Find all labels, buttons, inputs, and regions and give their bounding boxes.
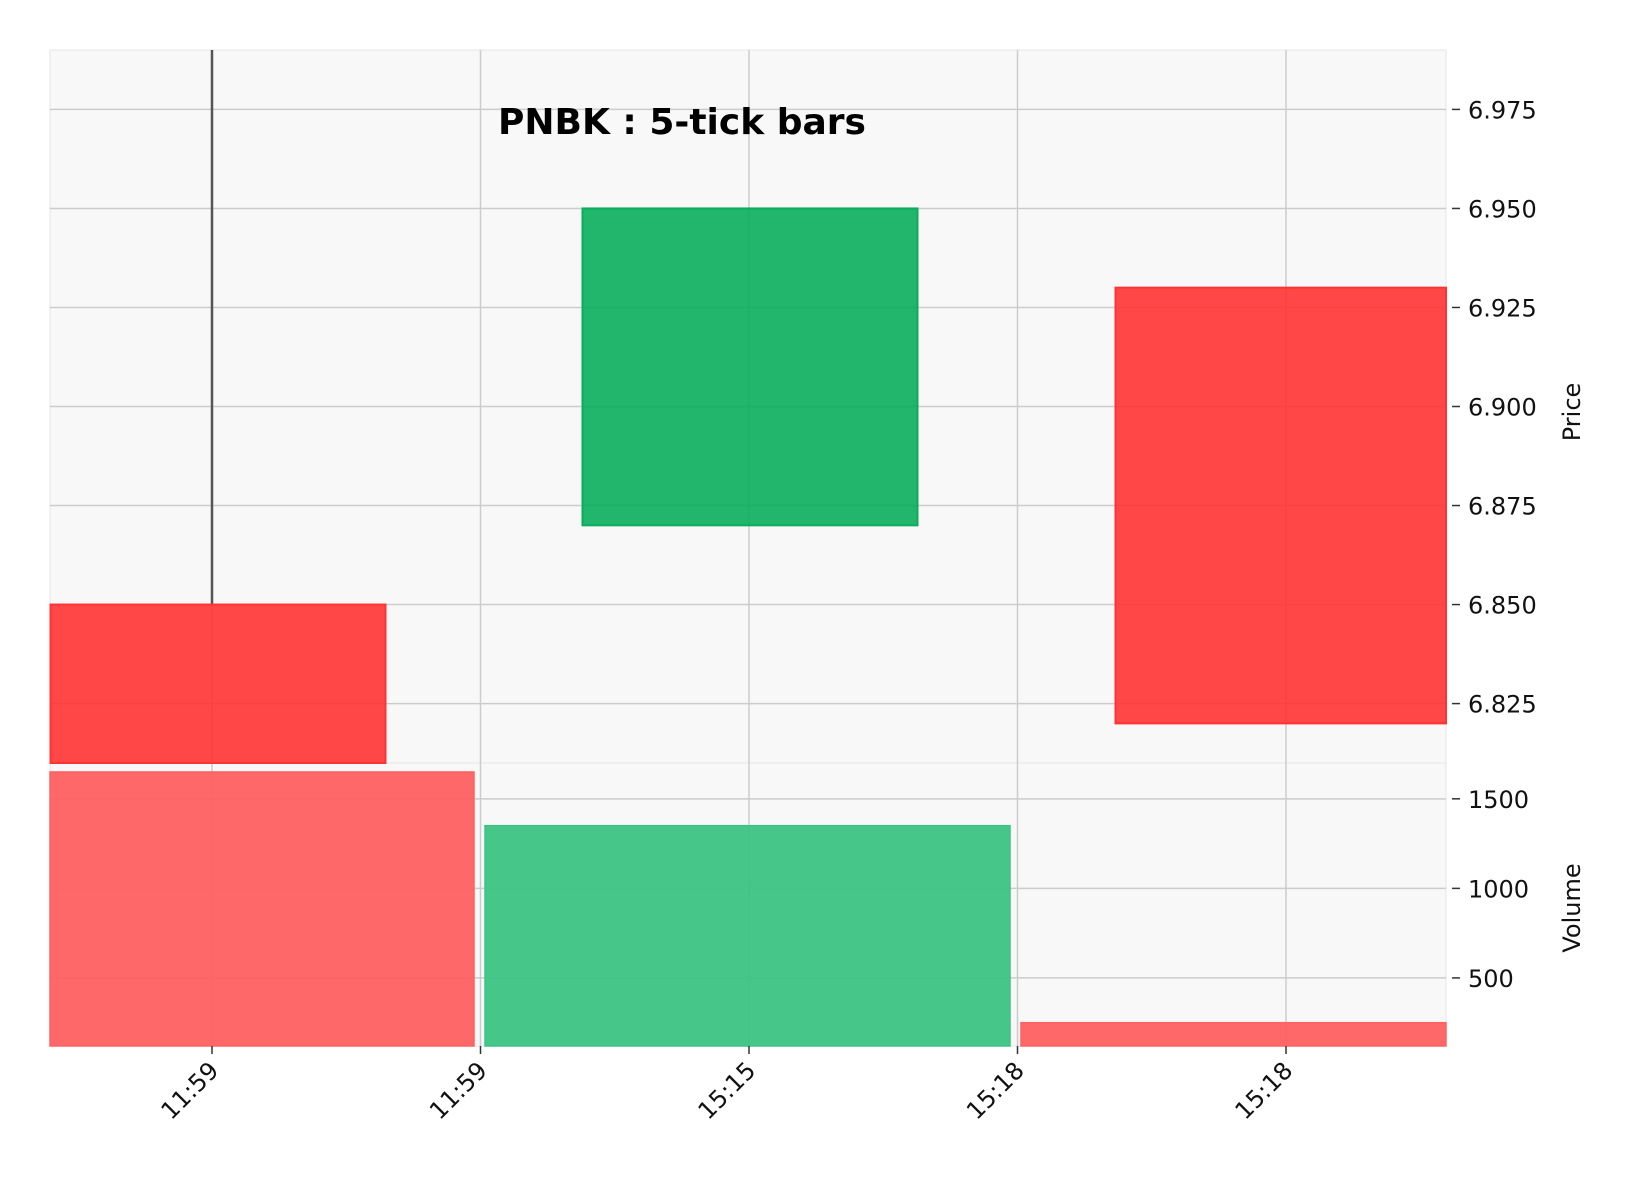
x-tick-label: 15:18 xyxy=(1230,1056,1299,1125)
volume-bar xyxy=(1020,1021,1447,1047)
price-axis-title: Price xyxy=(1558,383,1586,442)
candle-down xyxy=(49,603,387,764)
price-tick-label: 6.875 xyxy=(1468,493,1537,521)
price-tick-label: 6.900 xyxy=(1468,394,1537,422)
x-tick-label: 11:59 xyxy=(156,1056,225,1125)
price-tick-label: 6.925 xyxy=(1468,294,1537,322)
x-tick-label: 15:18 xyxy=(961,1056,1030,1125)
volume-tick-label: 500 xyxy=(1468,965,1514,993)
x-tick-label: 11:59 xyxy=(424,1056,493,1125)
price-tick-label: 6.950 xyxy=(1468,195,1537,223)
price-tick-label: 6.825 xyxy=(1468,691,1537,719)
price-tick-label: 6.850 xyxy=(1468,592,1537,620)
volume-axis-title: Volume xyxy=(1558,863,1586,952)
volume-bar xyxy=(49,771,475,1047)
volume-bar xyxy=(484,824,1011,1047)
x-tick-label: 15:15 xyxy=(693,1056,762,1125)
chart-title: PNBK : 5-tick bars xyxy=(498,102,866,143)
price-tick-label: 6.975 xyxy=(1468,96,1537,124)
candle-down xyxy=(1114,286,1447,725)
candle-up xyxy=(581,207,919,527)
volume-tick-label: 1000 xyxy=(1468,875,1529,903)
volume-tick-label: 1500 xyxy=(1468,786,1529,814)
